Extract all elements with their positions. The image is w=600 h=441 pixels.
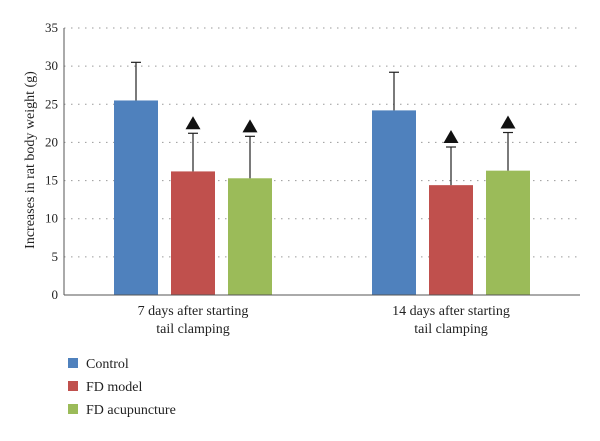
bar [429, 185, 473, 295]
significance-marker [185, 116, 201, 130]
legend-swatch [68, 404, 78, 414]
significance-marker [242, 119, 258, 133]
y-tick-label: 20 [45, 134, 58, 149]
x-category-label: 7 days after starting [138, 304, 249, 319]
legend-label: FD model [86, 380, 143, 395]
bar [486, 170, 530, 295]
legend-label: FD acupuncture [86, 403, 176, 418]
legend: Control FD model FD acupuncture [68, 357, 176, 418]
bar [372, 110, 416, 295]
y-tick-label: 15 [45, 173, 58, 188]
y-tick-label: 25 [45, 96, 58, 111]
x-category-label: tail clamping [414, 322, 487, 337]
significance-marker [500, 115, 516, 129]
significance-marker [443, 130, 459, 144]
legend-label: Control [86, 357, 129, 372]
bar [114, 100, 158, 295]
bars [114, 61, 530, 295]
y-tick-label: 5 [52, 249, 59, 264]
y-tick-label: 35 [45, 20, 58, 35]
x-category-label: tail clamping [156, 322, 229, 337]
y-tick-label: 30 [45, 58, 58, 73]
x-category-label: 14 days after starting [392, 304, 510, 319]
y-axis-title: Increases in rat body weight (g) [23, 71, 38, 249]
axes: 0 5 10 15 20 25 30 35 7 days after starting tail … [45, 20, 580, 337]
legend-swatch [68, 358, 78, 368]
y-tick-label: 0 [52, 287, 59, 302]
bar [228, 178, 272, 295]
legend-swatch [68, 381, 78, 391]
bar [171, 171, 215, 295]
y-tick-label: 10 [45, 211, 58, 226]
